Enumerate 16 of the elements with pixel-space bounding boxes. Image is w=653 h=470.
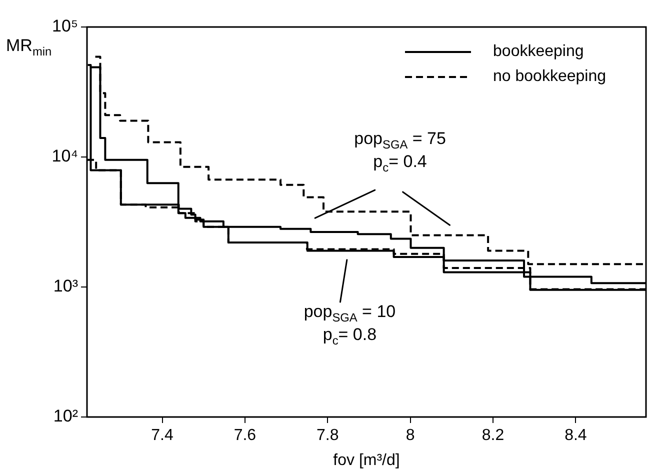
x-tick-label: 8 (406, 427, 415, 444)
y-tick-label: 10² (53, 406, 78, 426)
text: pop$_{SGA}$ = 75 p$_{c}$= 0.4 (354, 128, 446, 174)
y-tick-label: 10³ (53, 276, 78, 296)
x-tick-label: 7.4 (151, 427, 174, 444)
x-axis-title: fov [m³/d] (333, 452, 400, 469)
legend-label: bookkeeping (493, 42, 584, 60)
legend-label: no bookkeeping (493, 68, 606, 86)
x-tick-label: 7.6 (234, 427, 256, 444)
x-tick-label: 7.8 (316, 427, 339, 444)
x-tick-label: 8.4 (564, 427, 587, 444)
y-tick-label: 10⁴ (52, 146, 78, 166)
y-tick-label: 10⁵ (52, 16, 78, 36)
y-axis-title: MR$_{min}$ (6, 36, 52, 58)
x-tick-label: 8.2 (482, 427, 504, 444)
text: pop$_{SGA}$ = 10 p$_{c}$= 0.8 (304, 302, 396, 348)
